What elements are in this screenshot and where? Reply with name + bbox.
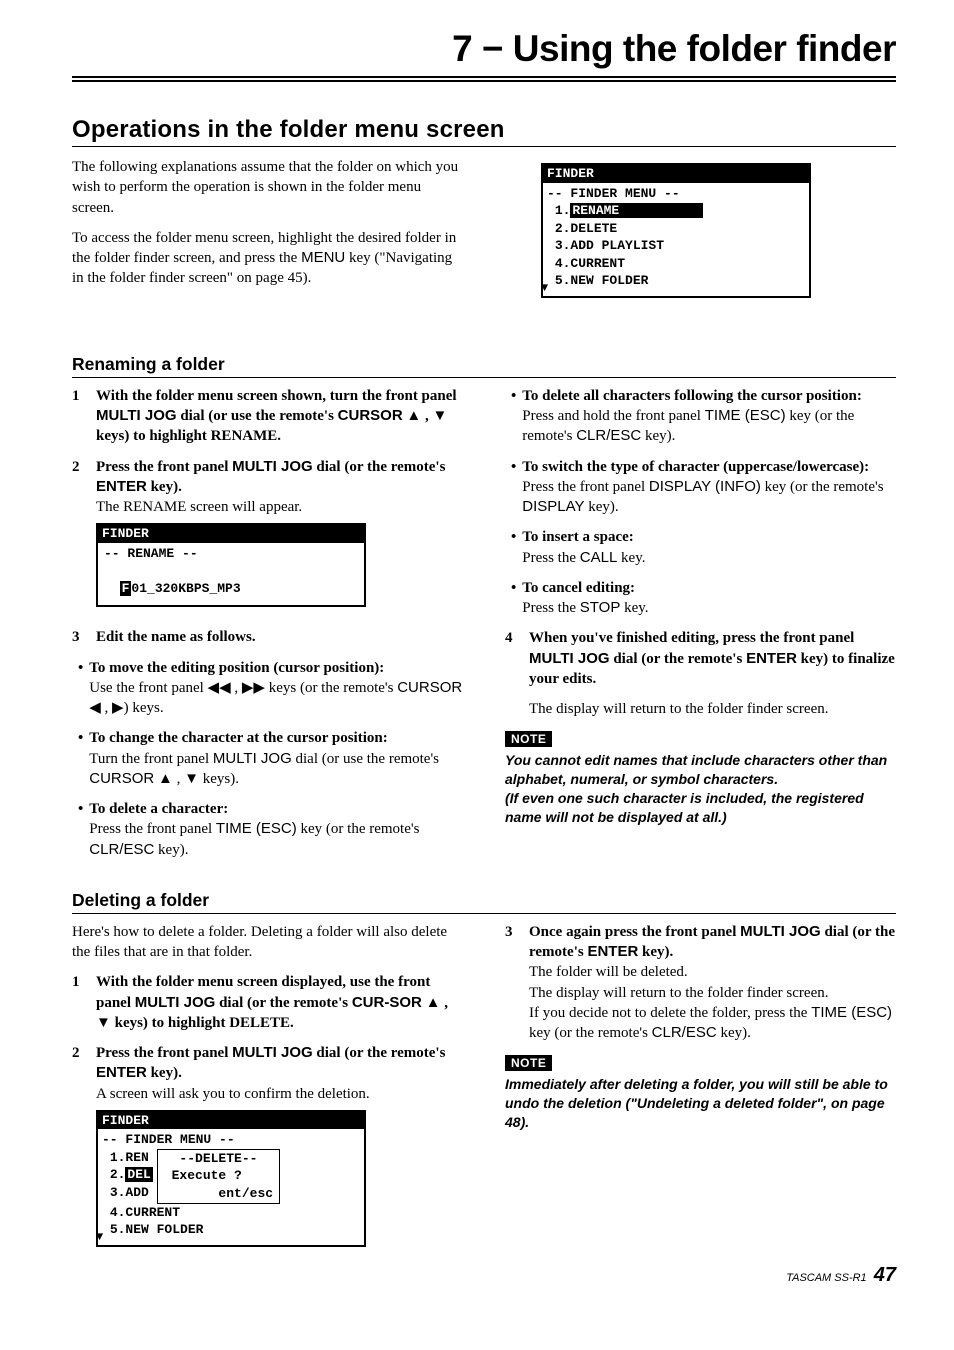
step-number: 3 <box>72 627 86 647</box>
step-number: 4 <box>505 628 519 719</box>
subsection-renaming: Renaming a folder <box>72 354 896 378</box>
bullet-lead: To delete all characters following the c… <box>522 388 862 404</box>
page-footer: TASCAM SS-R1 47 <box>786 1264 896 1287</box>
bullet-body: Press and hold the front panel TIME (ESC… <box>522 408 854 444</box>
scroll-arrow-icon: ▼ <box>96 1231 103 1243</box>
bullet-icon: • <box>511 386 516 447</box>
bullet-lead: To change the character at the cursor po… <box>89 730 387 746</box>
bullet-body: Press the front panel DISPLAY (INFO) key… <box>522 479 883 515</box>
note-text: Immediately after deleting a folder, you… <box>505 1075 896 1132</box>
renaming-left: 1 With the folder menu screen shown, tur… <box>72 386 463 870</box>
bullet-body: Press the STOP key. <box>522 600 648 616</box>
step-number: 2 <box>72 457 86 618</box>
deleting-left: Here's how to delete a folder. Deleting … <box>72 922 463 1267</box>
step-sub: A screen will ask you to confirm the del… <box>96 1084 463 1104</box>
intro-left: The following explanations assume that t… <box>72 157 463 308</box>
deleting-intro: Here's how to delete a folder. Deleting … <box>72 922 463 963</box>
step-number: 2 <box>72 1043 86 1257</box>
step-text: Press the front panel MULTI JOG dial (or… <box>96 459 445 495</box>
bullet-body: Press the CALL key. <box>522 550 645 566</box>
lcd-finder-menu: FINDER -- FINDER MENU -- 1.RENAME 2.DELE… <box>541 163 811 298</box>
footer-model: TASCAM SS-R1 <box>786 1272 866 1284</box>
step-text: With the folder menu screen displayed, u… <box>96 974 448 1031</box>
lcd-delete-confirm: FINDER -- FINDER MENU -- 1.REN 2.DEL 3.A… <box>96 1110 366 1247</box>
intro-p2: To access the folder menu screen, highli… <box>72 228 463 289</box>
step-sub: The RENAME screen will appear. <box>96 497 463 517</box>
bullet-body: Turn the front panel MULTI JOG dial (or … <box>89 751 439 787</box>
step-sub: The display will return to the folder fi… <box>529 699 896 719</box>
bullet-icon: • <box>511 457 516 518</box>
step-sub: The folder will be deleted. <box>529 962 896 982</box>
bullet-lead: To delete a character: <box>89 801 228 817</box>
note-text: You cannot edit names that include chara… <box>505 751 896 827</box>
step-number: 3 <box>505 922 519 1044</box>
bullet-lead: To switch the type of character (upperca… <box>522 459 869 475</box>
step-text: Press the front panel MULTI JOG dial (or… <box>96 1045 445 1081</box>
bullet-icon: • <box>511 527 516 568</box>
renaming-right: • To delete all characters following the… <box>505 386 896 870</box>
page-number: 47 <box>874 1264 896 1286</box>
bullet-icon: • <box>78 728 83 789</box>
scroll-arrow-icon: ▼ <box>541 282 548 294</box>
step-text: Edit the name as follows. <box>96 629 256 645</box>
subsection-deleting: Deleting a folder <box>72 890 896 914</box>
step-text: When you've finished editing, press the … <box>529 630 895 687</box>
bullet-icon: • <box>511 578 516 619</box>
bullet-lead: To cancel editing: <box>522 580 635 596</box>
deleting-right: 3 Once again press the front panel MULTI… <box>505 922 896 1267</box>
bullet-lead: To move the editing position (cursor pos… <box>89 660 384 676</box>
intro-p1: The following explanations assume that t… <box>72 157 463 218</box>
step-sub: If you decide not to delete the folder, … <box>529 1003 896 1044</box>
bullet-icon: • <box>78 799 83 860</box>
intro-right: FINDER -- FINDER MENU -- 1.RENAME 2.DELE… <box>505 157 896 308</box>
step-sub: The display will return to the folder fi… <box>529 983 896 1003</box>
note-badge: NOTE <box>505 1055 552 1071</box>
title-rule <box>72 76 896 82</box>
bullet-lead: To insert a space: <box>522 529 634 545</box>
chapter-title: 7 − Using the folder finder <box>72 28 896 70</box>
lcd-rename: FINDER -- RENAME -- F01_320KBPS_MP3 <box>96 523 366 607</box>
note-badge: NOTE <box>505 731 552 747</box>
bullet-body: Use the front panel ◀◀ , ▶▶ keys (or the… <box>89 680 462 716</box>
step-text: Once again press the front panel MULTI J… <box>529 924 895 960</box>
bullet-icon: • <box>78 658 83 719</box>
step-number: 1 <box>72 972 86 1033</box>
bullet-body: Press the front panel TIME (ESC) key (or… <box>89 821 419 857</box>
step-text: With the folder menu screen shown, turn … <box>96 388 457 445</box>
step-number: 1 <box>72 386 86 447</box>
section-title: Operations in the folder menu screen <box>72 116 896 147</box>
